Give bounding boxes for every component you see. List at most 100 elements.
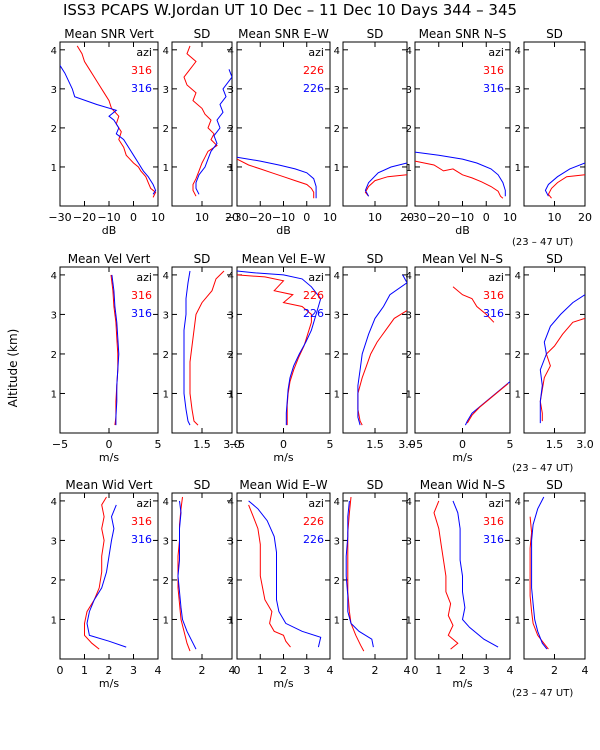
- x-tick-label: 4: [155, 664, 162, 677]
- x-tick-label: −10: [272, 211, 295, 224]
- x-tick-label: 0: [483, 211, 490, 224]
- series-line-red: [529, 516, 549, 650]
- legend-header: azi: [136, 497, 152, 510]
- x-tick-label: 10: [195, 211, 209, 224]
- panel-0-2: Mean SNR E–W 1 2 3 4 −30 −20 −10 0 10 dB azi 226 226: [225, 27, 337, 237]
- x-tick-label: 1.5: [546, 438, 564, 451]
- y-tick-label: 2: [51, 124, 57, 135]
- x-tick-label: −5: [52, 438, 68, 451]
- x-tick-label: 0: [459, 438, 466, 451]
- x-tick-label: 3.0: [398, 438, 416, 451]
- series-line-blue: [544, 162, 585, 197]
- x-axis-label: dB: [102, 224, 117, 237]
- legend-red-label: 316: [131, 515, 152, 528]
- panel-title: SD: [546, 478, 563, 492]
- y-tick-label: 1: [163, 389, 169, 400]
- y-tick-label: 4: [51, 271, 57, 282]
- y-tick-label: 3: [515, 85, 521, 96]
- series-line-red: [177, 496, 191, 652]
- panel-title: Mean Wid E–W: [239, 478, 327, 492]
- panel-frame: [523, 266, 586, 434]
- x-tick-label: −5: [407, 438, 423, 451]
- series-line-blue: [177, 500, 197, 650]
- y-tick-label: 2: [228, 124, 234, 135]
- x-tick-label: 5: [507, 438, 514, 451]
- series-line-red: [539, 317, 585, 422]
- series-line-red: [237, 158, 315, 199]
- series-line-red: [415, 160, 504, 199]
- y-tick-label: 1: [515, 163, 521, 174]
- x-tick-label: 1: [257, 664, 264, 677]
- x-tick-label: 0: [234, 664, 241, 677]
- y-tick-label: 4: [515, 271, 521, 282]
- x-tick-label: 10: [548, 211, 562, 224]
- panel-title: Mean Wid Vert: [65, 478, 152, 492]
- panel-frame: [342, 41, 408, 207]
- panel-frame: [342, 266, 408, 434]
- x-tick-label: 1.5: [366, 438, 384, 451]
- y-tick-label: 1: [228, 615, 234, 626]
- x-tick-label: 1: [81, 664, 88, 677]
- x-axis-label: m/s: [99, 677, 119, 690]
- y-tick-label: 1: [163, 615, 169, 626]
- panel-title: SD: [194, 478, 211, 492]
- panel-0-1: SD 1 2 3 4 10 20: [163, 27, 239, 224]
- legend-blue-label: 226: [303, 82, 324, 95]
- panel-0-5: SD 1 2 3 4 10 20: [515, 27, 592, 224]
- y-tick-label: 3: [228, 536, 234, 547]
- x-tick-label: 3.0: [576, 438, 594, 451]
- figure-title: ISS3 PCAPS W.Jordan UT 10 Dec – 11 Dec 1…: [63, 1, 517, 19]
- series-line-red: [110, 274, 119, 426]
- y-tick-label: 1: [406, 163, 412, 174]
- legend-red-label: 226: [303, 64, 324, 77]
- legend-header: azi: [136, 46, 152, 59]
- y-tick-label: 1: [515, 389, 521, 400]
- series-line-blue: [345, 500, 374, 648]
- x-tick-label: −30: [403, 211, 426, 224]
- x-tick-label: 20: [578, 211, 592, 224]
- panel-2-3: SD 1 2 3 4 2 4: [334, 478, 411, 677]
- panel-frame: [171, 41, 233, 207]
- x-tick-label: 2: [372, 664, 379, 677]
- panel-title: Mean SNR N–S: [419, 27, 507, 41]
- y-tick-label: 4: [515, 46, 521, 57]
- plot-area: [539, 294, 585, 424]
- legend-blue-label: 316: [131, 82, 152, 95]
- y-tick-label: 2: [163, 576, 169, 587]
- series-line-blue: [539, 294, 585, 424]
- legend-header: azi: [488, 46, 504, 59]
- x-tick-label: 3.0: [223, 438, 241, 451]
- series-line-blue: [452, 500, 499, 648]
- y-tick-label: 4: [51, 497, 57, 508]
- x-tick-label: 3: [303, 664, 310, 677]
- y-tick-label: 4: [228, 46, 234, 57]
- x-tick-label: 0: [280, 438, 287, 451]
- x-tick-label: 1: [435, 664, 442, 677]
- panel-1-0: Mean Vel Vert 1 2 3 4 −5 0 5 m/s azi 316 316: [51, 252, 162, 464]
- x-tick-label: 5: [155, 438, 162, 451]
- x-axis-label: m/s: [273, 677, 293, 690]
- panel-title: Mean SNR Vert: [64, 27, 154, 41]
- y-tick-label: 2: [51, 350, 57, 361]
- panel-0-0: Mean SNR Vert 1 2 3 4 −30 −20 −10 0 10 dB azi 316 316: [48, 27, 165, 237]
- x-tick-label: 10: [368, 211, 382, 224]
- x-tick-label: −20: [427, 211, 450, 224]
- y-tick-label: 2: [406, 124, 412, 135]
- x-tick-label: 20: [225, 211, 239, 224]
- x-tick-label: 2: [106, 664, 113, 677]
- series-line-red: [547, 174, 585, 199]
- y-tick-label: 4: [334, 271, 340, 282]
- x-tick-label: −20: [73, 211, 96, 224]
- panel-frame: [523, 492, 586, 660]
- time-note-row-3: (23 – 47 UT): [512, 688, 573, 699]
- panel-title: SD: [367, 27, 384, 41]
- panel-frame: [523, 41, 586, 207]
- y-tick-label: 1: [334, 163, 340, 174]
- y-tick-label: 1: [51, 615, 57, 626]
- y-tick-label: 1: [228, 389, 234, 400]
- series-line-red: [433, 500, 459, 650]
- altitude-axis-label: Altitude (km): [6, 329, 20, 408]
- y-tick-label: 1: [515, 615, 521, 626]
- panel-2-1: SD 1 2 3 4 2 4: [163, 478, 236, 677]
- y-tick-label: 3: [163, 310, 169, 321]
